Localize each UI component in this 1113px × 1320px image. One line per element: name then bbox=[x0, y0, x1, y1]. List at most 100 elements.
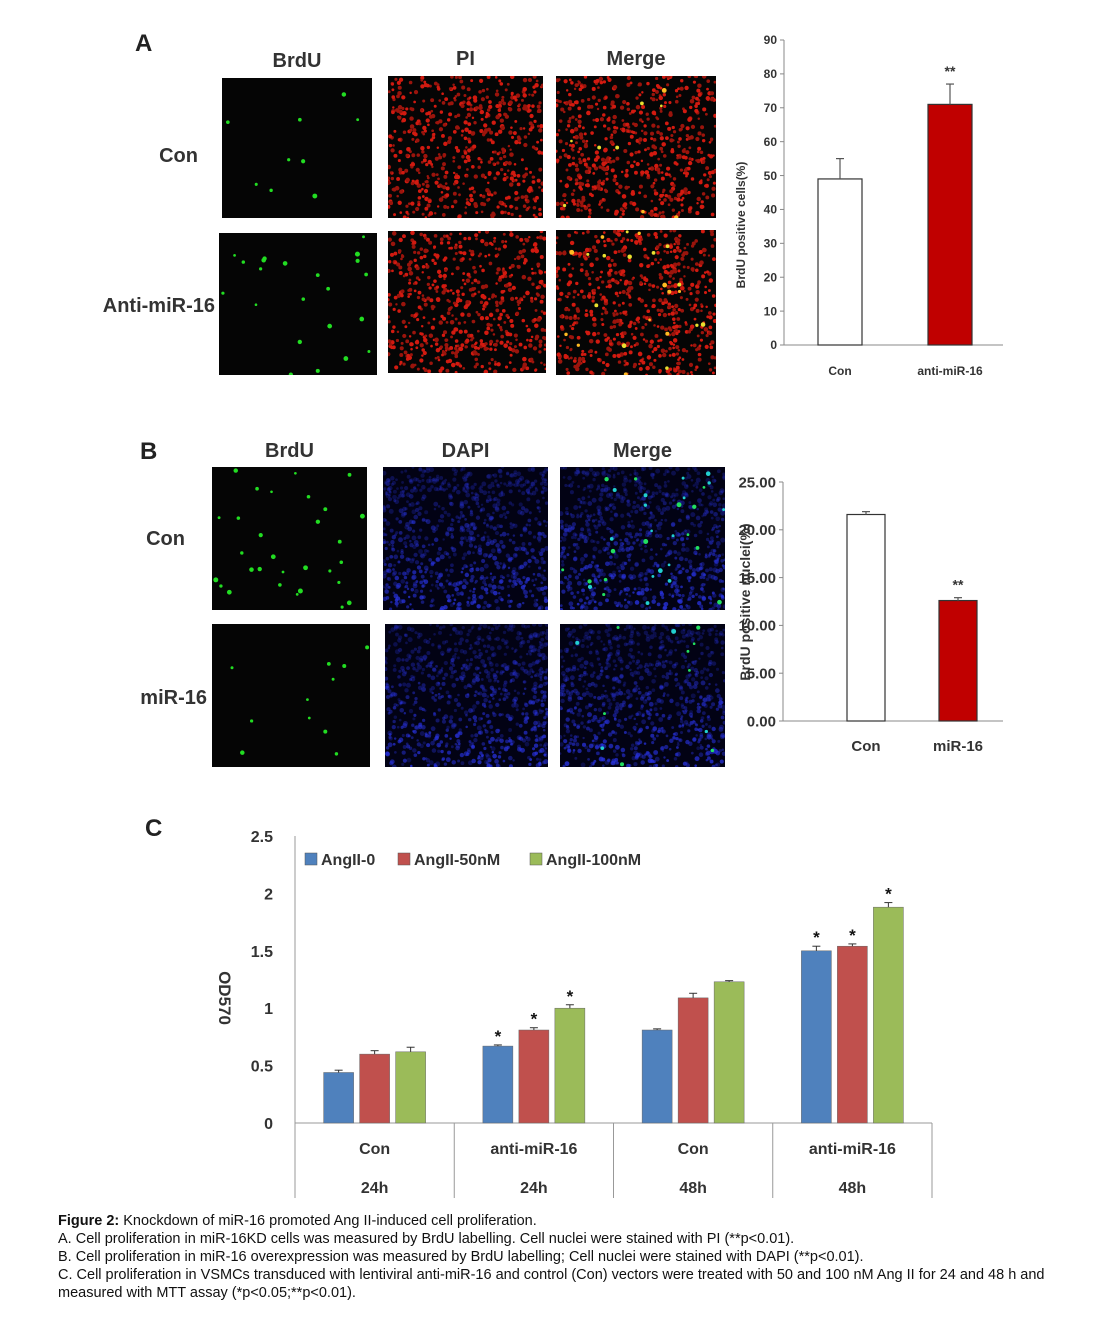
panel-b-letter: B bbox=[140, 438, 158, 465]
panel-c-legend-label: AngII-0 bbox=[321, 852, 375, 869]
panel-a-image-anti-merge bbox=[556, 230, 716, 375]
panel-a-bar bbox=[927, 103, 973, 346]
panel-b-col-merge: Merge bbox=[613, 440, 672, 462]
panel-c-y-tick-label: 1 bbox=[264, 1001, 273, 1018]
panel-a-image-con-brdu bbox=[222, 78, 372, 218]
panel-c-bar bbox=[359, 1053, 390, 1124]
panel-a-image-anti-pi bbox=[388, 231, 546, 373]
panel-b-y-tick-label: 10.00 bbox=[738, 618, 776, 635]
panel-c-bar bbox=[518, 1029, 550, 1124]
panel-a-y-tick-label: 80 bbox=[764, 67, 778, 81]
panel-b-image-mir-dapi bbox=[385, 624, 548, 767]
panel-a-y-tick-label: 90 bbox=[764, 33, 778, 47]
panel-c-bar bbox=[837, 945, 868, 1124]
figure-caption: Figure 2: Knockdown of miR-16 promoted A… bbox=[58, 1212, 1088, 1302]
panel-b-y-tick-label: 15.00 bbox=[738, 570, 776, 587]
panel-c-bar bbox=[641, 1029, 673, 1124]
panel-c-y-tick-label: 0 bbox=[264, 1116, 273, 1133]
panel-b-significance-marker: ** bbox=[953, 577, 964, 593]
panel-a-y-axis-label: BrdU positive cells(%) bbox=[734, 162, 748, 289]
panel-b-image-con-merge bbox=[560, 467, 725, 610]
panel-a-y-tick-label: 10 bbox=[764, 304, 778, 318]
panel-c-significance-marker: * bbox=[849, 926, 856, 945]
panel-c-bar bbox=[554, 1007, 586, 1124]
panel-c-legend-swatch bbox=[304, 852, 318, 866]
panel-a-y-tick-label: 60 bbox=[764, 135, 778, 149]
panel-a-y-tick-label: 70 bbox=[764, 101, 778, 115]
panel-a-y-tick-label: 0 bbox=[770, 338, 777, 352]
panel-b-y-tick-label: 5.00 bbox=[747, 665, 776, 682]
panel-b-image-mir-brdu bbox=[212, 624, 370, 767]
panel-a-category-label: anti-miR-16 bbox=[917, 364, 983, 378]
panel-b-category-label: miR-16 bbox=[933, 738, 983, 755]
panel-c-significance-marker: * bbox=[567, 987, 574, 1006]
panel-c-category-label: Con bbox=[678, 1141, 709, 1158]
panel-a-significance-marker: ** bbox=[945, 63, 956, 79]
panel-c-significance-marker: * bbox=[813, 928, 820, 947]
panel-c-time-label: 48h bbox=[679, 1180, 707, 1197]
panel-c-y-tick-label: 0.5 bbox=[251, 1059, 273, 1076]
panel-a-row-con: Con bbox=[159, 145, 198, 167]
panel-b-image-mir-merge bbox=[560, 624, 725, 767]
panel-a-row-anti-mir16: Anti-miR-16 bbox=[102, 295, 215, 317]
panel-a-y-tick-label: 30 bbox=[764, 237, 778, 251]
panel-b-y-tick-label: 20.00 bbox=[738, 522, 776, 539]
panel-c-y-tick-label: 1.5 bbox=[251, 944, 273, 961]
panel-c-bar bbox=[323, 1072, 354, 1124]
panel-a-col-brdu: BrdU bbox=[272, 50, 322, 72]
panel-a-image-anti-brdu bbox=[219, 233, 377, 375]
panel-b-bar-chart: BrdU positive nuclei(%) 0.00 5.00 10.00 15.… bbox=[737, 474, 1003, 755]
panel-a-y-tick-label: 50 bbox=[764, 169, 778, 183]
panel-c-legend-swatch bbox=[529, 852, 543, 866]
panel-c-y-axis-label: OD570 bbox=[215, 971, 234, 1025]
panel-b-bar bbox=[846, 513, 886, 722]
panel-b-y-tick-label: 0.00 bbox=[747, 713, 776, 730]
panel-b-image-con-brdu bbox=[212, 467, 367, 610]
panel-a-y-tick-label: 20 bbox=[764, 270, 778, 284]
panel-b-bar bbox=[938, 599, 978, 722]
caption-figure-number: Figure 2: bbox=[58, 1213, 120, 1229]
panel-c-bar bbox=[873, 906, 904, 1124]
panel-a-y-tick-label: 40 bbox=[764, 203, 778, 217]
panel-c-bar-chart: OD570 0 0.5 1 1.5 2 2.5 Con 24h * * * anti-miR-16 24… bbox=[215, 829, 933, 1198]
caption-line-c: C. Cell proliferation in VSMCs transduce… bbox=[58, 1267, 1045, 1301]
panel-c-bar bbox=[482, 1045, 514, 1124]
panel-c-y-tick-label: 2.5 bbox=[251, 829, 273, 846]
panel-c-bar bbox=[395, 1051, 426, 1124]
panel-a-image-con-merge bbox=[556, 76, 716, 218]
panel-b-col-dapi: DAPI bbox=[441, 440, 490, 462]
panel-c-legend-label: AngII-50nM bbox=[414, 852, 500, 869]
panel-c-bar bbox=[677, 997, 709, 1124]
panel-c-legend-label: AngII-100nM bbox=[546, 852, 641, 869]
panel-b-row-mir16: miR-16 bbox=[140, 687, 207, 709]
panel-c-category-label: anti-miR-16 bbox=[490, 1141, 577, 1158]
panel-c-legend-swatch bbox=[397, 852, 411, 866]
panel-a-bar-chart: BrdU positive cells(%) 0 10 20 30 40 50 60 70 80… bbox=[734, 33, 1003, 378]
panel-c-bar bbox=[713, 981, 745, 1124]
panel-c-category-label: anti-miR-16 bbox=[809, 1141, 896, 1158]
panel-a-bar bbox=[817, 178, 863, 346]
panel-a-category-label: Con bbox=[828, 364, 851, 378]
panel-c-time-label: 48h bbox=[839, 1180, 867, 1197]
panel-b-category-label: Con bbox=[851, 738, 880, 755]
panel-b-image-con-dapi bbox=[383, 467, 548, 610]
panel-c-letter: C bbox=[145, 815, 163, 842]
panel-a-col-merge: Merge bbox=[606, 48, 666, 70]
panel-c-category-label: Con bbox=[359, 1141, 390, 1158]
panel-b-col-brdu: BrdU bbox=[265, 440, 314, 462]
panel-c-significance-marker: * bbox=[531, 1010, 538, 1029]
panel-c-significance-marker: * bbox=[495, 1027, 502, 1046]
panel-c-y-tick-label: 2 bbox=[264, 886, 273, 903]
caption-line-a: A. Cell proliferation in miR-16KD cells … bbox=[58, 1231, 795, 1247]
caption-title: Figure 2: Knockdown of miR-16 promoted A… bbox=[58, 1212, 1088, 1230]
panel-a-col-pi: PI bbox=[456, 48, 475, 70]
panel-b-y-axis-label: BrdU positive nuclei(%) bbox=[737, 523, 753, 680]
caption-line-b: B. Cell proliferation in miR-16 overexpr… bbox=[58, 1249, 864, 1265]
panel-c-bar bbox=[801, 950, 832, 1124]
caption-title-text: Knockdown of miR-16 promoted Ang II-indu… bbox=[119, 1213, 537, 1229]
panel-b-y-tick-label: 25.00 bbox=[738, 474, 776, 491]
panel-c-significance-marker: * bbox=[885, 885, 892, 904]
panel-b-row-con: Con bbox=[146, 528, 185, 550]
panel-a-image-con-pi bbox=[388, 76, 543, 218]
panel-c-time-label: 24h bbox=[361, 1180, 389, 1197]
